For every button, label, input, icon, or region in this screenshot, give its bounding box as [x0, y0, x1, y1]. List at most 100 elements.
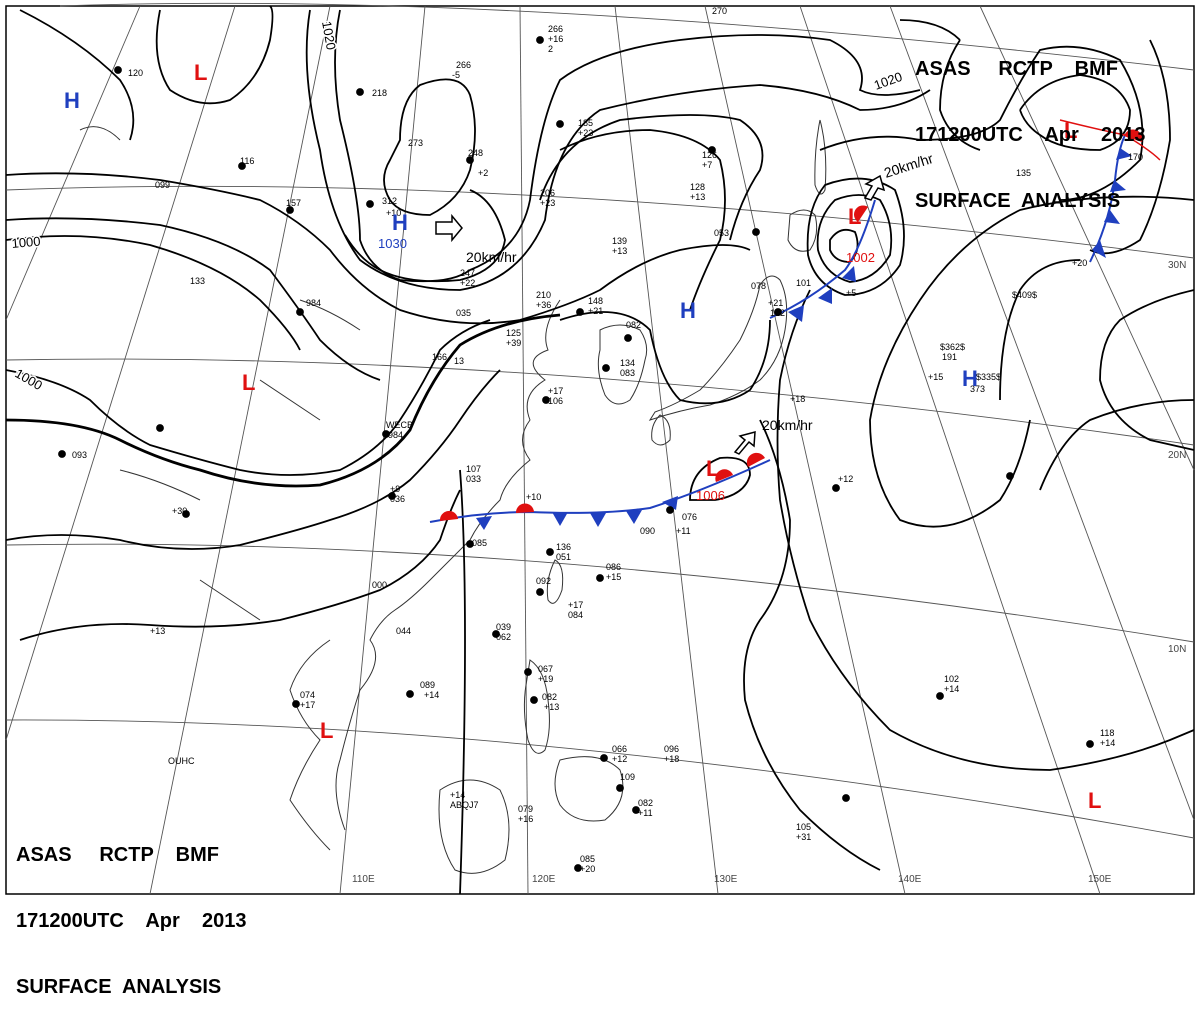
station-value: +13: [150, 626, 165, 636]
station-circle: [524, 668, 532, 676]
grid-meridian: [149, 5, 331, 895]
station-value: 166: [432, 352, 447, 362]
station-value: +9: [390, 484, 400, 494]
station-models: 266+162270120266-5218273312+10248+2206+2…: [58, 6, 1143, 874]
isobar: [5, 369, 501, 550]
station-value: +13: [544, 702, 559, 712]
station-value: +30: [172, 506, 187, 516]
station-circle: [832, 484, 840, 492]
warm-front-semicircle: [1124, 129, 1143, 142]
warm-front-semicircle: [715, 469, 733, 482]
isobar: [305, 9, 931, 291]
station-value: +11: [638, 808, 653, 818]
station-circle: [466, 540, 474, 548]
station-value: 000: [372, 580, 387, 590]
header-block-bottom-left: ASAS RCTP BMF 171200UTC Apr 2013 SURFACE…: [16, 800, 247, 1020]
station-circle: [752, 228, 760, 236]
longitude-label: 120E: [532, 874, 556, 885]
station-circle: [292, 700, 300, 708]
station-value: WECB: [386, 420, 413, 430]
station-circle: [1086, 740, 1094, 748]
station-value: 090: [640, 526, 655, 536]
station-value: 218: [372, 88, 387, 98]
station-circle: [546, 548, 554, 556]
isobar: [5, 313, 561, 488]
station-value: +36: [536, 300, 551, 310]
station-value: 035: [456, 308, 471, 318]
station-value: +19: [538, 674, 553, 684]
station-value: 067: [538, 664, 553, 674]
station-value: 074: [300, 690, 315, 700]
station-value: +20: [580, 864, 595, 874]
station-value: +7: [702, 160, 712, 170]
warm-front-semicircles: [439, 129, 1143, 521]
station-circle: [774, 308, 782, 316]
station-value: 105: [796, 822, 811, 832]
station-circle: [536, 36, 544, 44]
grid-meridian: [614, 5, 719, 895]
low-pressure-center: L: [1088, 788, 1101, 813]
isobar: [539, 114, 764, 241]
header-line-2: 171200UTC Apr 2013: [915, 124, 1146, 146]
station-circle: [388, 492, 396, 500]
station-value: +23: [540, 198, 555, 208]
station-circle: [542, 396, 550, 404]
isobar: [559, 311, 771, 405]
grid-meridian: [704, 5, 906, 895]
motion-speed-label: 20km/hr: [466, 249, 517, 265]
pressure-center-value: 1006: [696, 488, 725, 503]
station-value: +11: [676, 526, 691, 536]
station-value: 139: [612, 236, 627, 246]
isobar: [1019, 74, 1131, 151]
map-labels: 110E 120E 130E 140E 150E30N20N10N10201020100…: [9, 18, 1186, 885]
station-value: +16: [548, 34, 563, 44]
low-pressure-center: L: [194, 60, 207, 85]
header-block-top-right: ASAS RCTP BMF 171200UTC Apr 2013 SURFACE…: [915, 14, 1146, 234]
motion-arrows: [435, 174, 886, 455]
station-value: 101: [796, 278, 811, 288]
station-value: 247: [460, 268, 475, 278]
cold-front-triangle: [590, 513, 606, 527]
motion-arrow-icon: [435, 213, 463, 243]
surface-analysis-map: 266+162270120266-5218273312+10248+2206+2…: [5, 2, 1195, 895]
china-coast: [335, 299, 561, 831]
station-value: 051: [556, 552, 571, 562]
longitude-label: 110E: [352, 874, 375, 885]
isobar: [743, 419, 881, 871]
station-value: 085: [580, 854, 595, 864]
isobar: [19, 489, 461, 641]
station-value: +14: [424, 690, 439, 700]
isobar: [939, 39, 981, 151]
isobar: [5, 217, 381, 381]
station-value: 089: [420, 680, 435, 690]
low-pressure-center: L: [848, 204, 861, 229]
isobar: [5, 235, 301, 351]
isobar: [869, 195, 1195, 528]
station-value: +21: [768, 298, 783, 308]
station-value: 083: [620, 368, 635, 378]
station-value: 118: [1100, 728, 1114, 738]
station-circle: [708, 146, 716, 154]
grid-parallel: [5, 719, 1195, 839]
station-value: 270: [712, 6, 727, 16]
station-value: 116: [240, 156, 254, 166]
station-value: +21: [588, 306, 603, 316]
station-value: +17: [300, 700, 315, 710]
station-value: 082: [626, 320, 641, 330]
station-value: 984: [388, 430, 403, 440]
motion-arrow-icon: [733, 431, 756, 455]
latitude-label: 20N: [1168, 450, 1186, 461]
station-value: +5: [846, 288, 856, 298]
isobar: [1099, 289, 1195, 451]
isobar: [689, 456, 751, 501]
station-value: 191: [942, 352, 957, 362]
isobar: [334, 9, 921, 283]
cold-front-triangle: [818, 288, 832, 304]
header-line-3: SURFACE ANALYSIS: [915, 190, 1121, 212]
station-value: 984: [306, 298, 321, 308]
grid-meridian: [889, 5, 1195, 821]
station-circle: [632, 806, 640, 814]
station-value: +14: [1100, 738, 1115, 748]
longitude-label: 150E: [1088, 874, 1112, 885]
station-circle: [58, 450, 66, 458]
